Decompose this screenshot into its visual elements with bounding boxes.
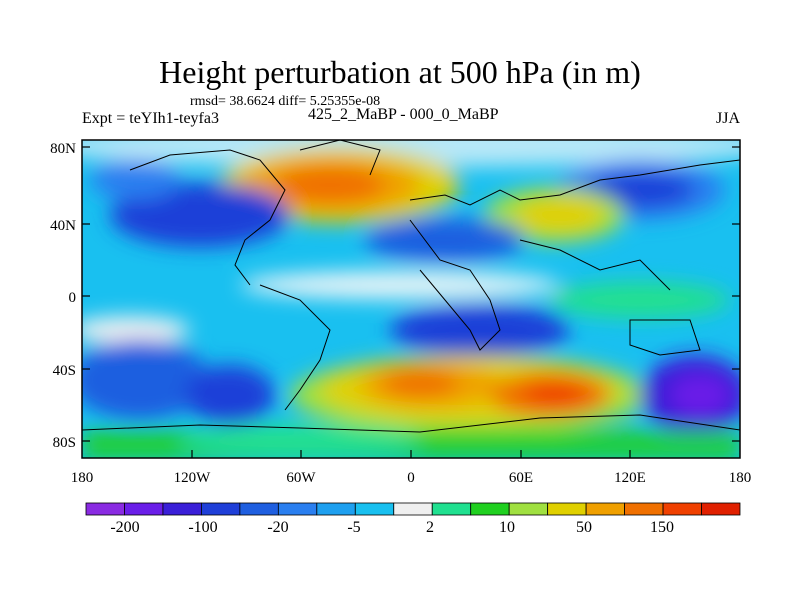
colorbar-swatch [585,502,625,516]
axis-ticks [82,146,740,458]
colorbar-label: -200 [110,519,139,536]
colorbar-swatch [162,502,202,516]
colorbar-label: -20 [267,519,288,536]
lon-label-180e: 180 [729,470,752,486]
colorbar-swatch [393,502,433,516]
colorbar-label: -5 [347,519,360,536]
colorbar-label: -100 [188,519,217,536]
colorbar-swatch [124,502,164,516]
height-field [82,140,740,458]
lat-label-40s: 40S [53,363,76,379]
experiment-label: Expt = teYIh1-teyfa3 [82,110,219,127]
colorbar-swatch [547,502,587,516]
lon-label-60e: 60E [509,470,533,486]
lat-label-80n: 80N [50,141,76,157]
lon-label-120e: 120E [614,470,646,486]
lat-label-40n: 40N [50,218,76,234]
colorbar-swatch [701,502,741,516]
colorbar-swatch [85,502,125,516]
colorbar-swatch [201,502,241,516]
lon-label-60w: 60W [286,470,316,486]
lat-label-80s: 80S [53,435,76,451]
colorbar-label: 150 [650,519,674,536]
lon-label-180w: 180 [71,470,94,486]
colorbar-label: 10 [499,519,515,536]
lon-label-0: 0 [407,470,415,486]
colorbar-swatch [624,502,664,516]
colorbar-swatch [508,502,549,516]
figure-title: Height perturbation at 500 hPa (in m) [159,54,641,90]
lat-label-0: 0 [69,290,77,306]
season-label: JJA [715,110,740,127]
lon-label-120w: 120W [174,470,212,486]
colorbar-swatch [354,502,395,516]
colorbar-swatch [662,502,702,516]
stats-line: rmsd= 38.6624 diff= 5.25355e-08 [190,94,381,109]
coastlines [82,140,740,433]
colorbar-label: 50 [576,519,592,536]
colorbar-swatch [316,502,356,516]
colorbar-label: 2 [426,519,434,536]
colorbar-swatch [277,502,318,516]
comparison-label: 425_2_MaBP - 000_0_MaBP [308,106,499,123]
colorbar [85,502,741,516]
colorbar-swatch [470,502,510,516]
colorbar-swatch [239,502,279,516]
colorbar-swatch [431,502,472,516]
